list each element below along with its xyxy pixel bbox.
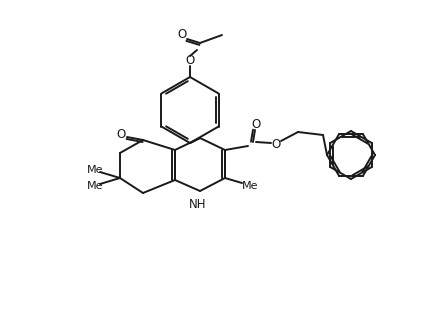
Text: Me: Me — [242, 181, 258, 191]
Text: O: O — [271, 137, 281, 151]
Text: O: O — [177, 29, 187, 42]
Text: Me: Me — [87, 181, 103, 191]
Text: O: O — [116, 129, 126, 141]
Text: NH: NH — [189, 197, 207, 211]
Text: O: O — [185, 54, 195, 68]
Text: O: O — [251, 117, 261, 131]
Text: Me: Me — [87, 165, 103, 175]
